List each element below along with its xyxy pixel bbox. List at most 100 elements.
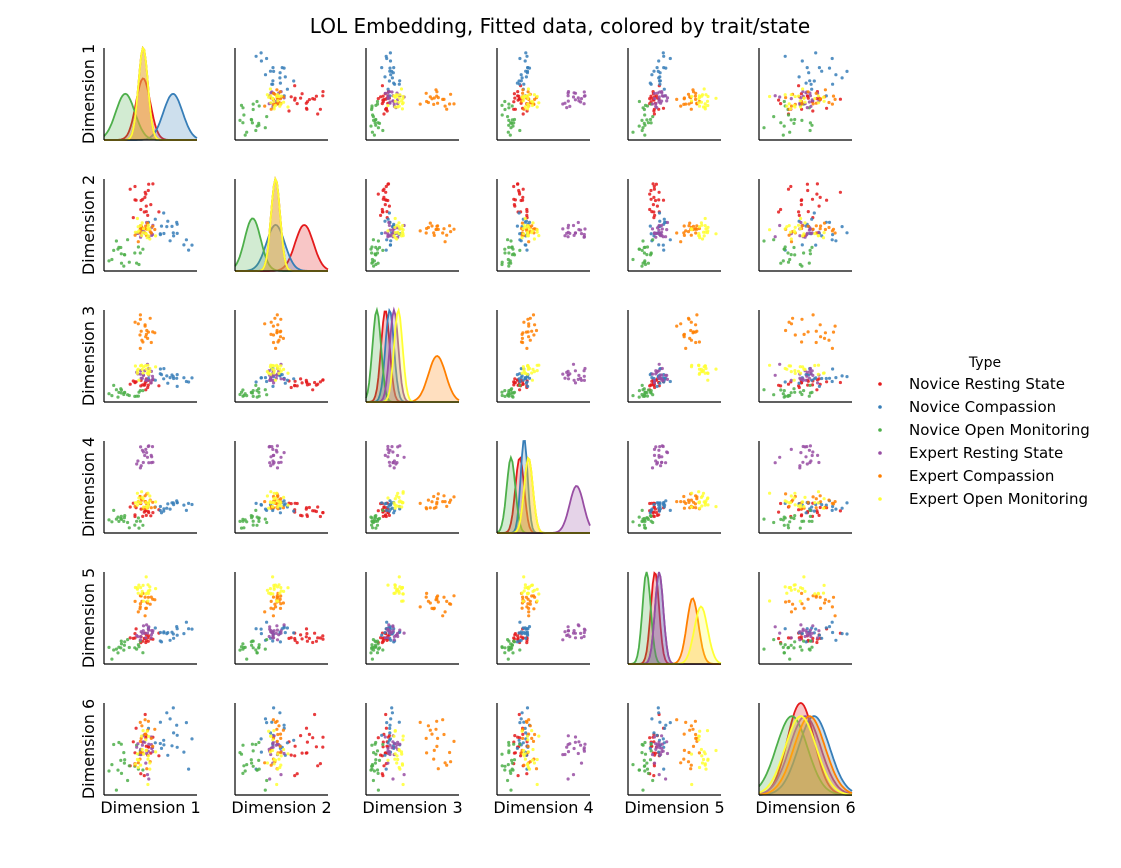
kde-fill-expert-resting-state [366,310,459,402]
point-expert-resting-state [386,636,390,640]
point-novice-resting-state [139,772,143,776]
point-novice-resting-state [652,112,657,116]
point-novice-open-monitoring [110,520,114,524]
point-expert-open-monitoring [140,734,144,738]
point-novice-open-monitoring [249,758,253,762]
point-novice-compassion [390,711,394,715]
point-novice-resting-state [146,188,150,193]
point-novice-compassion [518,82,522,86]
point-expert-open-monitoring [276,505,280,509]
point-novice-open-monitoring [793,390,797,394]
point-expert-resting-state [805,633,809,638]
point-novice-open-monitoring [372,264,376,268]
point-expert-open-monitoring [144,575,148,579]
point-novice-resting-state [321,510,325,515]
point-expert-compassion [149,595,153,599]
point-novice-resting-state [141,514,145,519]
point-novice-compassion [658,219,662,223]
point-novice-open-monitoring [810,245,814,249]
point-expert-compassion [689,498,694,502]
point-expert-open-monitoring [523,586,527,590]
point-expert-open-monitoring [272,371,276,375]
point-expert-open-monitoring [522,367,526,371]
point-novice-open-monitoring [762,126,766,130]
kde-fill-expert-resting-state [759,716,852,795]
point-expert-open-monitoring [282,589,286,594]
point-expert-open-monitoring [697,501,701,505]
point-expert-compassion [531,313,536,317]
point-expert-open-monitoring [269,101,273,105]
point-expert-compassion [278,606,283,611]
point-expert-compassion [520,221,525,225]
point-expert-resting-state [583,366,587,371]
point-expert-open-monitoring [136,591,140,595]
point-expert-resting-state [807,448,812,452]
point-novice-resting-state [379,753,383,757]
point-novice-compassion [831,630,835,635]
point-expert-open-monitoring [816,592,821,596]
point-expert-compassion [271,614,275,618]
point-expert-resting-state [576,220,580,225]
point-expert-compassion [802,606,806,610]
point-expert-compassion [814,497,818,501]
point-expert-open-monitoring [393,506,397,510]
point-novice-compassion [158,630,162,635]
point-expert-resting-state [664,94,668,98]
point-expert-open-monitoring [154,365,158,369]
point-novice-compassion [657,59,661,63]
point-novice-open-monitoring [375,102,380,106]
point-expert-compassion [448,102,452,106]
point-expert-compassion [694,732,698,737]
point-expert-compassion [830,605,835,609]
point-novice-open-monitoring [649,389,653,393]
point-expert-compassion [833,231,837,235]
point-novice-open-monitoring [789,516,793,520]
point-novice-resting-state [147,182,151,186]
point-expert-compassion [424,736,428,741]
point-expert-compassion [806,500,810,504]
point-novice-compassion [175,231,179,235]
point-expert-compassion [425,751,429,755]
point-expert-compassion [831,330,836,334]
point-novice-open-monitoring [238,648,242,652]
point-expert-open-monitoring [286,586,290,590]
point-expert-compassion [452,102,456,106]
point-novice-resting-state [379,95,383,99]
legend-marker-novice-open-monitoring [878,428,882,432]
point-expert-compassion [693,330,698,334]
point-expert-open-monitoring [282,367,286,371]
point-expert-compassion [675,231,679,235]
point-expert-compassion [140,724,144,728]
point-expert-resting-state [391,461,395,465]
point-novice-resting-state [316,505,320,509]
point-novice-open-monitoring [640,751,644,755]
point-novice-open-monitoring [263,788,267,792]
point-expert-resting-state [579,636,584,640]
point-expert-resting-state [652,378,657,382]
point-expert-compassion [426,724,430,728]
point-novice-open-monitoring [786,260,791,264]
point-expert-open-monitoring [142,599,146,603]
point-novice-resting-state [157,210,161,214]
point-expert-resting-state [576,751,580,756]
point-novice-open-monitoring [643,113,647,117]
point-novice-compassion [800,59,804,63]
point-expert-resting-state [573,636,578,640]
point-expert-open-monitoring [714,367,718,371]
point-expert-open-monitoring [697,734,701,738]
point-novice-open-monitoring [807,394,811,398]
point-expert-resting-state [272,629,276,633]
point-expert-open-monitoring [792,229,796,233]
point-expert-resting-state [388,743,392,747]
point-expert-compassion [533,323,537,327]
point-novice-resting-state [376,97,380,101]
point-novice-compassion [166,381,170,385]
point-expert-resting-state [386,91,390,95]
point-expert-open-monitoring [397,104,401,108]
point-expert-resting-state [658,746,662,750]
point-expert-open-monitoring [137,758,141,762]
point-novice-open-monitoring [114,788,118,792]
point-expert-open-monitoring [133,501,137,505]
point-expert-resting-state [138,638,142,642]
point-expert-resting-state [789,97,793,101]
